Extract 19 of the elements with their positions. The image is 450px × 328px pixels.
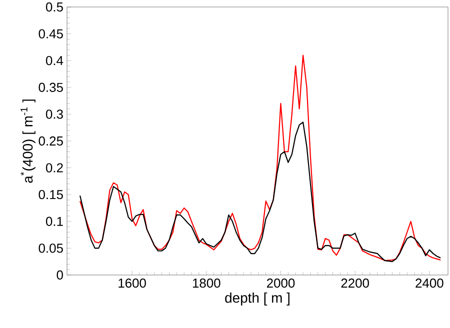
y-axis-title: a$^{*}$(400) [ m$^{-1}$ ] [20,100,36,183]
x-tick-label: 1800 [192,278,220,288]
line-series [79,54,442,262]
y-tick-label: 0.3 [46,110,63,119]
x-tick-label: 2400 [416,278,444,288]
y-tick-label: 0.05 [38,244,63,253]
y-tick-label: 0 [56,270,63,280]
x-tick-label: 2000 [266,278,295,288]
y-tick-label: 0.2 [46,163,63,172]
y-tick-label: 0.5 [46,2,63,12]
x-axis-title: depth [ m ] [225,292,290,306]
y-tick-label: 0.25 [38,136,63,146]
y-tick-label: 0.45 [38,29,63,38]
y-tick-label: 0.15 [38,190,63,200]
y-tick-label: 0.4 [46,56,64,66]
x-tick-label: 1600 [118,278,146,288]
x-tick-label: 2200 [341,278,369,288]
y-tick-label: 0.35 [38,82,63,92]
y-tick-label: 0.1 [46,216,63,226]
